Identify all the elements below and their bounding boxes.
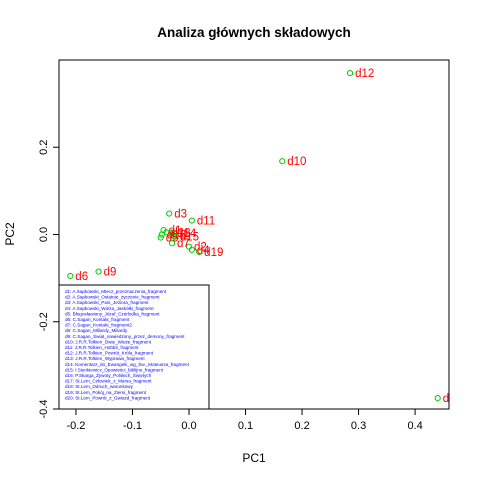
legend-entry: d20: St.Lem_Powrót_z_Gwiazd_fragment — [65, 395, 151, 400]
data-point-label: d11 — [197, 216, 215, 228]
data-point-label: d9 — [104, 267, 117, 279]
data-point-label: d6 — [75, 271, 88, 283]
data-point-label: d3 — [174, 209, 187, 221]
legend-entry: d9: C.Sagan_Świat_nawiedzony_przez_demon… — [65, 332, 185, 339]
chart-title: Analiza głównych składowych — [157, 25, 351, 40]
legend-entry: d5: Błogosławiony_Józef_Czerlodka_fragme… — [65, 311, 160, 316]
data-point — [96, 269, 101, 274]
legend-entry: d11: J.R.R.Tolkien_Hobbit_fragment — [65, 345, 139, 350]
legend-entry: d8: C.Sagan_Miliardy_Miliardy — [65, 328, 128, 333]
legend-entry: d2: A.Sapkowski_Ostatnie_życzenie_fragme… — [65, 295, 160, 300]
data-point-label: d7 — [177, 238, 190, 250]
data-point-label: d12 — [355, 68, 374, 80]
x-axis-title: PC1 — [242, 451, 266, 465]
y-tick-label: 0.0 — [38, 227, 50, 242]
legend-entry: d16: P.Skarga_Żywoty_Polskich_Świętych — [65, 371, 152, 378]
legend-entry: d3: A.Sapkowski_Pani_Jeziora_fragment — [65, 300, 149, 305]
x-tick-label: -0.1 — [123, 420, 142, 432]
data-point-label: d10 — [287, 156, 306, 168]
legend-entry: d14: Komentarz_do_Ewangelii_wg_Św._Mateu… — [65, 360, 190, 367]
data-point — [435, 395, 440, 400]
legend-entry: d17: St.Lem_Człowiek_z_Marsa_fragment — [65, 379, 152, 384]
y-tick-label: -0.4 — [38, 400, 50, 419]
data-point-label: d19 — [204, 247, 223, 259]
data-point-label: d — [443, 393, 449, 405]
data-point — [347, 70, 352, 75]
y-tick-label: 0.2 — [38, 140, 50, 155]
legend-entry: d13: J.R.R.Tolkien_Wyprawa_fragment — [65, 356, 145, 361]
data-point — [280, 159, 285, 164]
plot-area: -0.2 -0.1 0.0 0.1 0.2 0.3 0.4 -0.4 -0.2 0.0 0.2 d12… — [38, 60, 449, 432]
data-point — [68, 273, 73, 278]
legend-entry: d19: St.Lem_Pokój_na_Ziemi_fragment — [65, 390, 147, 395]
legend-entry: d15: I.Sienkiewicz_Opowieści_biblijne_fr… — [65, 367, 164, 372]
legend-entry: d10: J.R.R.Tolkien_Dwie_Wieże_fragment — [65, 339, 152, 344]
legend-entry: d6: C.Sagan_Kontakt_fragment — [65, 317, 130, 322]
x-tick-label: 0.1 — [238, 420, 253, 432]
legend-entry: d18: St.Lem_Odruch_warunkowy — [65, 384, 134, 389]
legend-entry: d4: A.Sapkowski_Wieża_Jaskółki_fragment — [65, 306, 154, 311]
y-tick-label: -0.2 — [38, 312, 50, 331]
x-tick-label: 0.4 — [407, 420, 422, 432]
data-point — [189, 218, 194, 223]
legend-entry: d1: A.Sapkowski_Miecz_przeznaczenia_frag… — [65, 289, 167, 294]
legend-entry: d12: J.R.R.Tolkien_Powrót_Króla_fragment — [65, 351, 154, 356]
data-point — [158, 235, 163, 240]
legend-entry: d7: C.Sagan_Kontakt_fragment2 — [65, 323, 132, 328]
x-tick-label: 0.2 — [294, 420, 309, 432]
x-tick-label: 0.3 — [351, 420, 366, 432]
data-point — [167, 211, 172, 216]
x-tick-label: 0.0 — [181, 420, 196, 432]
y-axis-title: PC2 — [3, 222, 17, 246]
x-tick-label: -0.2 — [66, 420, 85, 432]
